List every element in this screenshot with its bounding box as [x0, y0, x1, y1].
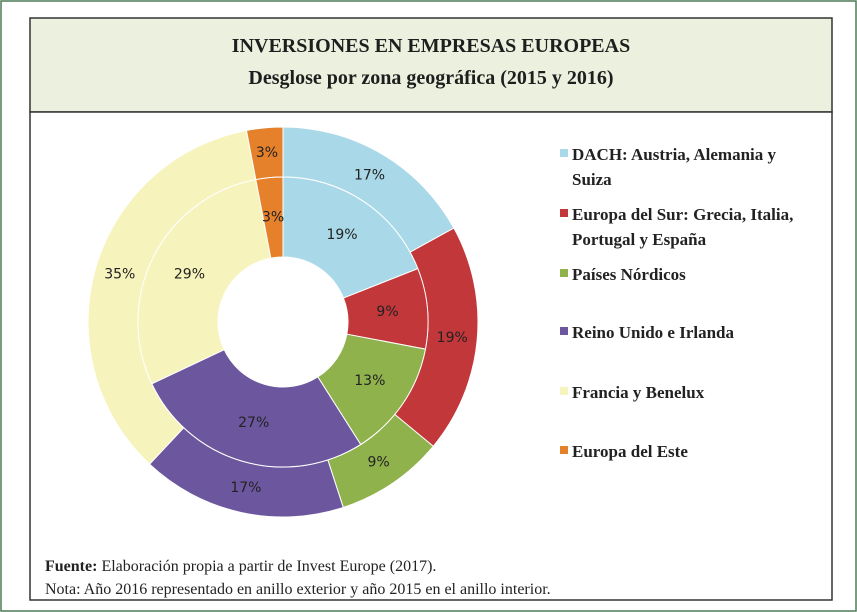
legend-item: Países Nórdicos: [560, 262, 817, 287]
donut: 17% 19% 9% 17% 35% 3% 19% 9% 13% 27% 29% 3%: [87, 126, 479, 518]
title-box: [29, 17, 833, 113]
legend-label: Europa del Sur: Grecia, Italia, Portugal…: [572, 205, 794, 249]
data-label: 9%: [376, 304, 398, 320]
legend-item: Europa del Este: [560, 439, 817, 464]
legend-swatch: [560, 387, 568, 395]
data-label: 3%: [262, 209, 284, 225]
donut-segment: [151, 349, 362, 468]
legend-label: DACH: Austria, Alemania y Suiza: [572, 145, 776, 189]
data-label: 35%: [104, 267, 135, 283]
data-label: 19%: [326, 227, 357, 243]
legend-label: Reino Unido e Irlanda: [572, 323, 734, 342]
legend-item: Reino Unido e Irlanda: [560, 320, 817, 345]
legend-label: Francia y Benelux: [572, 383, 705, 402]
legend-label: Europa del Este: [572, 442, 688, 461]
data-label: 29%: [174, 266, 205, 282]
legend-swatch: [560, 209, 568, 217]
legend-item: DACH: Austria, Alemania y Suiza: [560, 142, 817, 192]
chart-title: INVERSIONES EN EMPRESAS EUROPEAS: [232, 35, 630, 57]
source: Fuente: Elaboración propia a partir de I…: [45, 555, 551, 578]
donut-segment: [137, 178, 272, 385]
source-label: Fuente:: [45, 558, 98, 575]
legend-item: Europa del Sur: Grecia, Italia, Portugal…: [560, 202, 817, 252]
data-label: 9%: [367, 455, 389, 471]
legend-label: Países Nórdicos: [572, 265, 686, 284]
chart-subtitle: Desglose por zona geográfica (2015 y 201…: [248, 67, 613, 89]
donut-segment: [255, 176, 284, 259]
source-text: Elaboración propia a partir de Invest Eu…: [101, 558, 437, 575]
data-label: 13%: [354, 373, 385, 389]
legend-swatch: [560, 269, 568, 277]
data-label: 17%: [230, 480, 261, 496]
data-label: 27%: [238, 415, 269, 431]
data-label: 19%: [437, 330, 468, 346]
data-label: 3%: [256, 145, 278, 161]
footnote: Fuente: Elaboración propia a partir de I…: [45, 555, 551, 601]
data-label: 17%: [354, 168, 385, 184]
note: Nota: Año 2016 representado en anillo ex…: [45, 581, 551, 598]
legend-item: Francia y Benelux: [560, 380, 817, 405]
legend-swatch: [560, 149, 568, 157]
donut-segment: [282, 176, 419, 299]
legend-swatch: [560, 327, 568, 335]
legend-swatch: [560, 446, 568, 454]
